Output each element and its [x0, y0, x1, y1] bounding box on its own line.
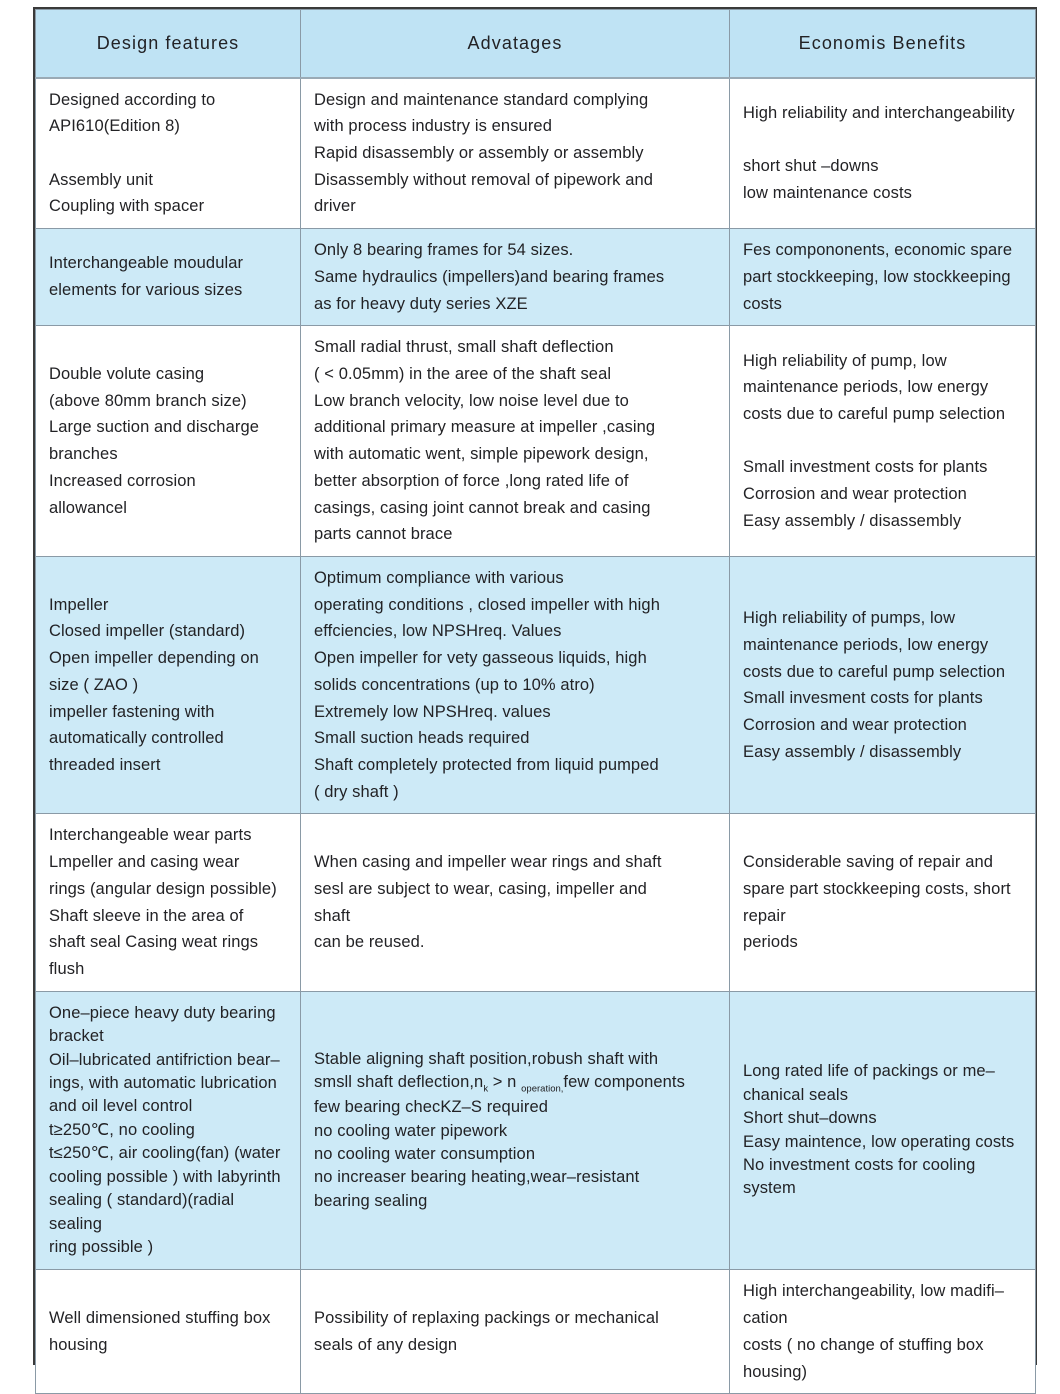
cell-advantages: Small radial thrust, small shaft deflect…	[300, 325, 730, 557]
table-header: Design features Advatages Economis Benef…	[35, 9, 1036, 79]
advantages-rest: few bearing checKZ–S required no cooling…	[314, 1098, 640, 1210]
advantages-line-2b: > n	[488, 1073, 522, 1092]
table-row: Impeller Closed impeller (standard) Open…	[35, 555, 1036, 815]
column-header-advantages: Advatages	[300, 9, 730, 79]
cell-advantages: Possibility of replaxing packings or mec…	[300, 1269, 730, 1394]
cell-design-features: Well dimensioned stuffing box housing	[35, 1269, 301, 1394]
cell-design-features: One–piece heavy duty bearing bracket Oil…	[35, 990, 301, 1271]
table-row: Double volute casing (above 80mm branch …	[35, 325, 1036, 557]
subscript-k: k	[483, 1083, 489, 1095]
subscript-operation: operation,	[521, 1083, 564, 1095]
cell-advantages: Only 8 bearing frames for 54 sizes. Same…	[300, 228, 730, 327]
cell-advantages: Stable aligning shaft position,robush sh…	[300, 990, 730, 1271]
advantages-line-2a: smsll shaft deflection,n	[314, 1073, 484, 1092]
design-features-table: Design features Advatages Economis Benef…	[35, 9, 1036, 1394]
cell-design-features: Interchangeable wear parts Lmpeller and …	[35, 813, 301, 992]
cell-economic-benefits: High interchangeability, low madifi– cat…	[729, 1269, 1036, 1394]
cell-economic-benefits: Considerable saving of repair and spare …	[729, 813, 1036, 992]
cell-economic-benefits: High reliability and interchangeability …	[729, 76, 1036, 230]
cell-design-features: Impeller Closed impeller (standard) Open…	[35, 555, 301, 815]
spec-table-container: Design features Advatages Economis Benef…	[33, 7, 1037, 1394]
table-body: Designed according to API610(Edition 8) …	[35, 76, 1036, 1394]
cell-design-features: Double volute casing (above 80mm branch …	[35, 325, 301, 557]
table-row: One–piece heavy duty bearing bracket Oil…	[35, 990, 1036, 1271]
advantages-line-1: Stable aligning shaft position,robush sh…	[314, 1049, 659, 1068]
cell-design-features: Interchangeable moudular elements for va…	[35, 228, 301, 327]
cell-economic-benefits: Long rated life of packings or me– chani…	[729, 990, 1036, 1271]
cell-advantages: Optimum compliance with various operatin…	[300, 555, 730, 815]
table-row: Interchangeable wear parts Lmpeller and …	[35, 813, 1036, 992]
cell-advantages: When casing and impeller wear rings and …	[300, 813, 730, 992]
cell-economic-benefits: Fes compononents, economic spare part st…	[729, 228, 1036, 327]
cell-design-features: Designed according to API610(Edition 8) …	[35, 76, 301, 230]
table-row: Well dimensioned stuffing box housing Po…	[35, 1269, 1036, 1394]
column-header-economic-benefits: Economis Benefits	[729, 9, 1036, 79]
cell-advantages: Design and maintenance standard complyin…	[300, 76, 730, 230]
advantages-line-2c: few components	[563, 1073, 685, 1092]
header-row: Design features Advatages Economis Benef…	[35, 9, 1036, 79]
table-row: Designed according to API610(Edition 8) …	[35, 76, 1036, 230]
cell-economic-benefits: High reliability of pumps, low maintenan…	[729, 555, 1036, 815]
cell-economic-benefits: High reliability of pump, low maintenanc…	[729, 325, 1036, 557]
table-row: Interchangeable moudular elements for va…	[35, 228, 1036, 327]
column-header-design-features: Design features	[35, 9, 301, 79]
